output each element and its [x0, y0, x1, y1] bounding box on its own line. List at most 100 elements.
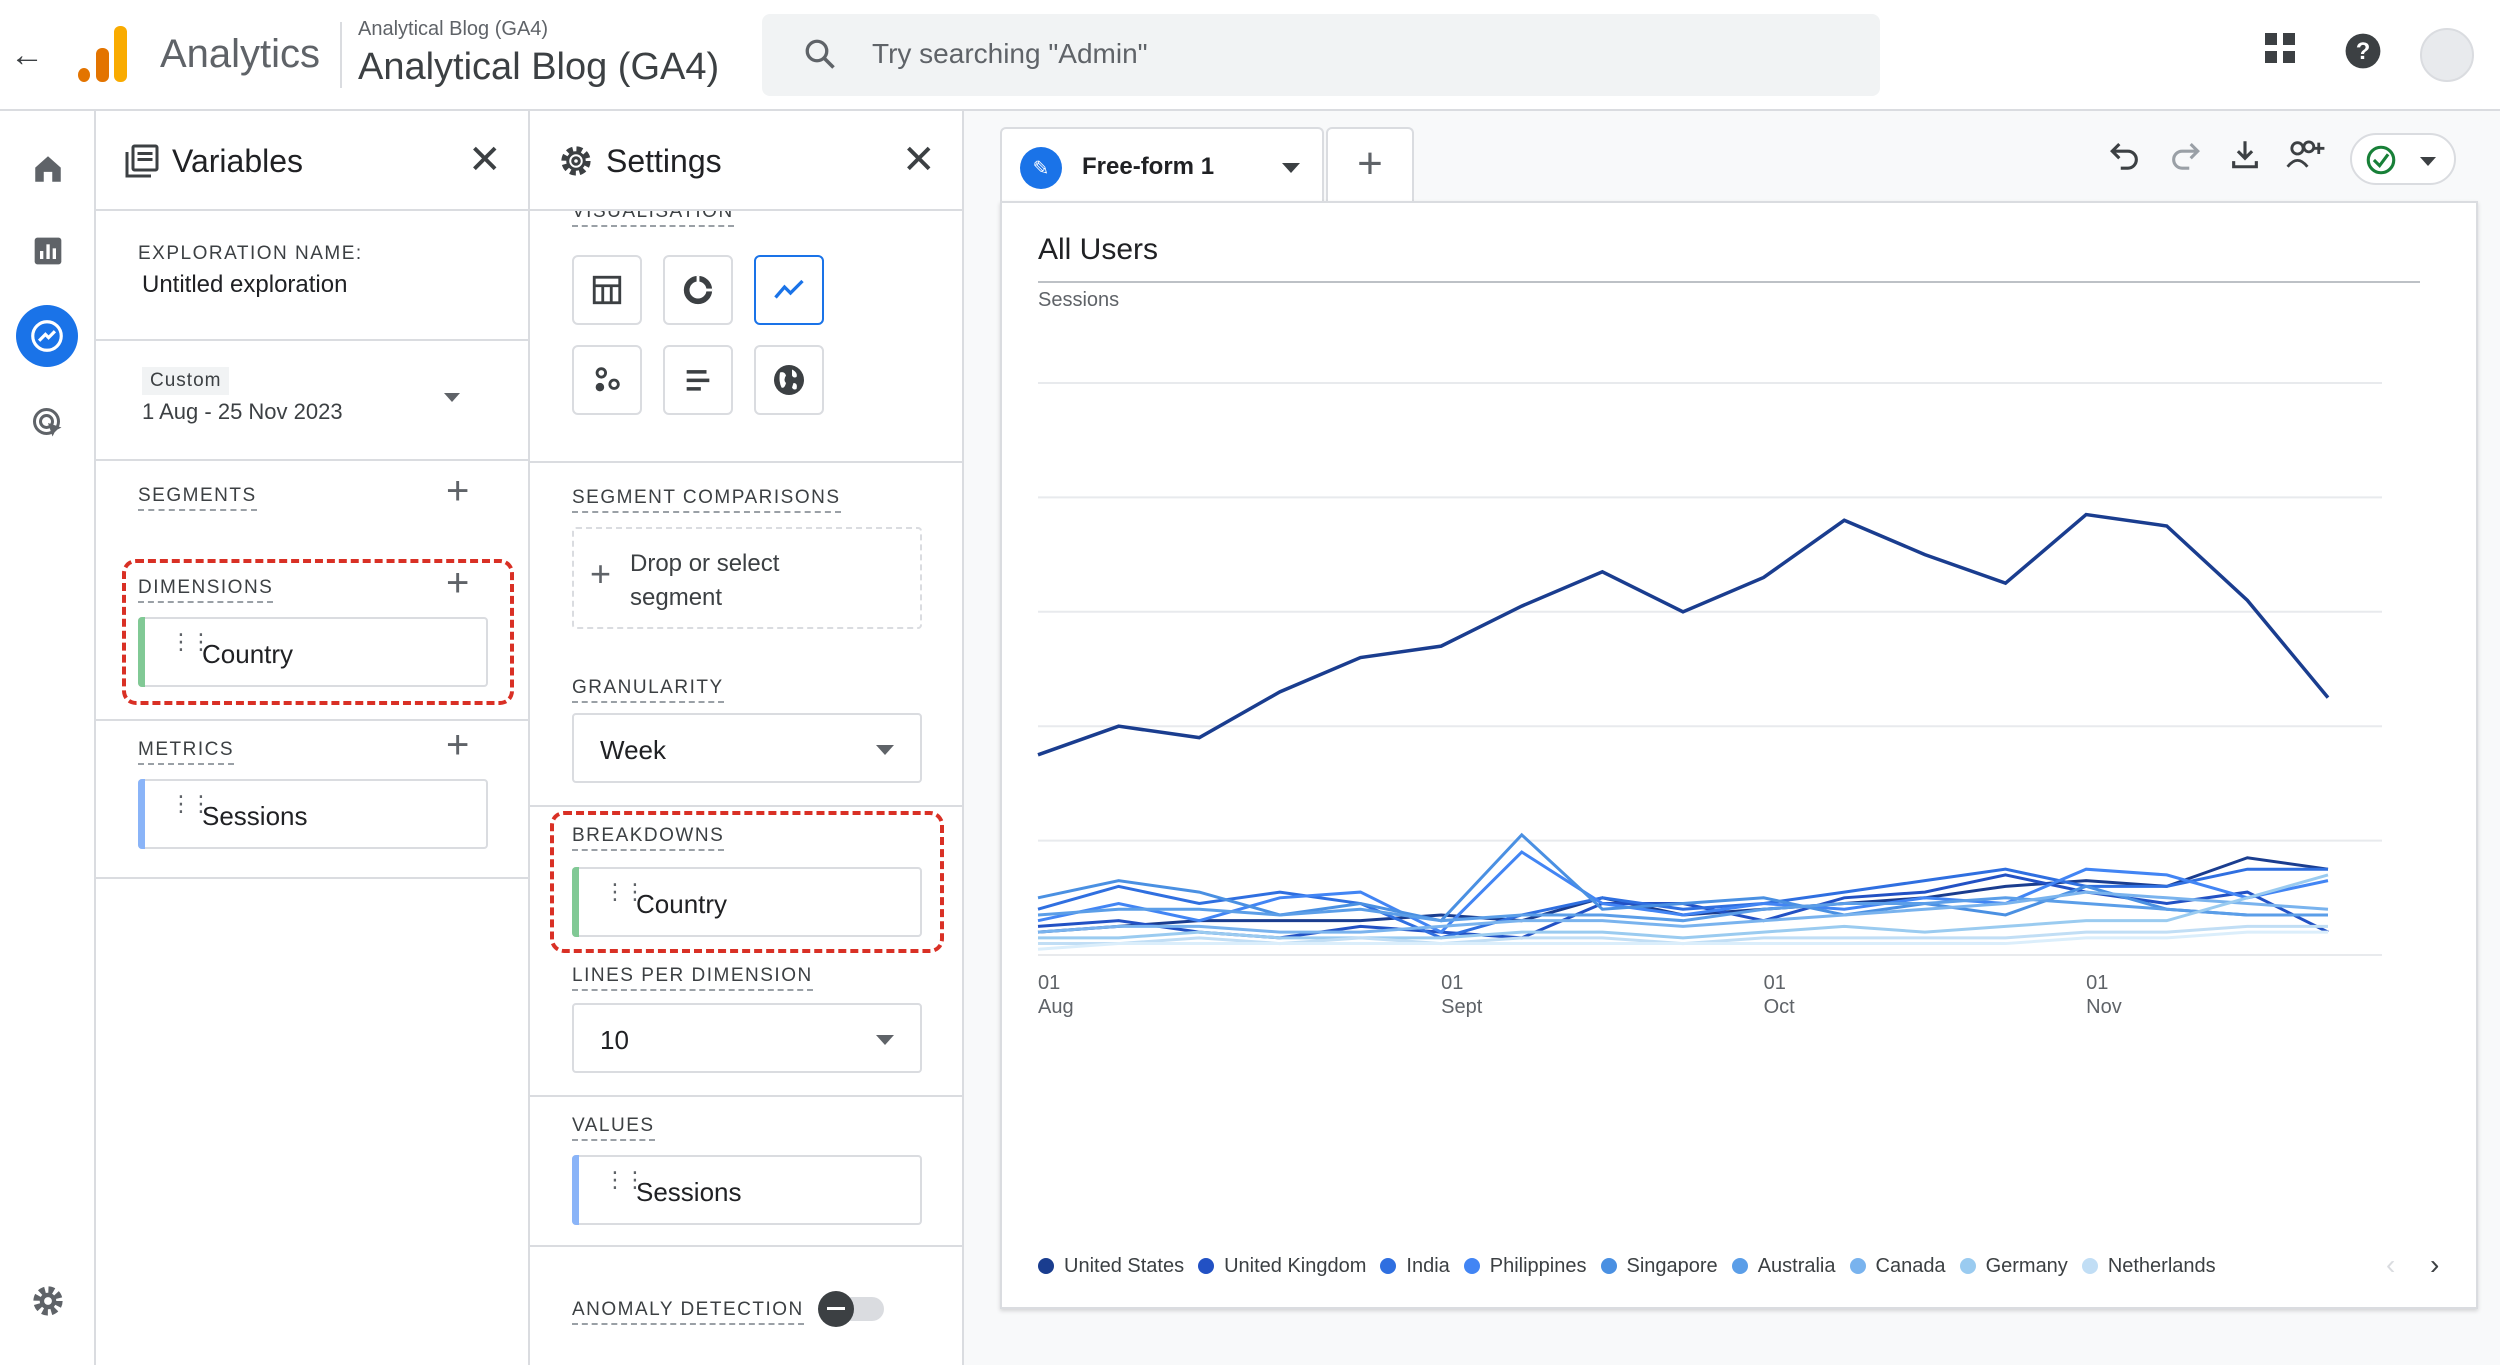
table-visualisation-button[interactable] — [572, 255, 642, 325]
line-visualisation-button[interactable] — [754, 255, 824, 325]
add-segment-icon[interactable]: + — [446, 469, 470, 513]
pencil-icon[interactable]: ✎ — [1020, 147, 1062, 189]
segment-drop-text-line1: Drop or select — [630, 550, 780, 577]
chart-title: All Users — [1038, 233, 1159, 266]
legend-swatch — [1198, 1258, 1215, 1274]
legend-item[interactable]: Canada — [1849, 1255, 1946, 1278]
add-segment-comparison-icon[interactable]: + — [590, 553, 612, 594]
date-dropdown-caret-icon[interactable] — [444, 393, 460, 402]
segment-drop-zone[interactable]: + Drop or select segment — [572, 527, 922, 629]
top-bar: ← Analytics Analytical Blog (GA4) Analyt… — [0, 0, 2500, 111]
series-line-philippines[interactable] — [1037, 850, 2329, 934]
legend-swatch — [1849, 1258, 1866, 1274]
add-tab-button[interactable]: + — [1326, 127, 1414, 201]
legend-swatch — [1380, 1258, 1397, 1274]
help-icon[interactable]: ? — [2344, 32, 2382, 75]
metric-chip-sessions[interactable]: ⋮⋮ Sessions — [138, 779, 488, 849]
divider — [530, 1245, 962, 1247]
settings-panel: Settings ✕ VISUALISATION SEGMENT COMPARI… — [530, 111, 964, 1365]
toggle-knob — [818, 1291, 854, 1327]
segments-label: SEGMENTS — [138, 485, 257, 511]
undo-icon[interactable] — [2108, 137, 2142, 179]
exploration-name-label: EXPLORATION NAME: — [138, 243, 363, 264]
anomaly-detection-toggle[interactable] — [818, 1291, 884, 1327]
add-metric-icon[interactable]: + — [446, 723, 470, 767]
brand-name: Analytics — [160, 32, 321, 76]
share-user-icon[interactable] — [2284, 137, 2328, 179]
series-line-australia[interactable] — [1037, 896, 2328, 923]
admin-gear-icon[interactable] — [22, 1275, 74, 1327]
download-icon[interactable] — [2228, 137, 2262, 179]
analytics-logo-icon — [78, 26, 128, 82]
advertising-icon[interactable] — [22, 397, 74, 449]
legend-item[interactable]: Australia — [1731, 1255, 1836, 1278]
divider — [96, 459, 528, 461]
scatter-visualisation-button[interactable] — [572, 345, 642, 415]
x-tick-label-day: 01 — [1764, 972, 1786, 994]
series-line-canada[interactable] — [1037, 890, 2329, 934]
settings-header: Settings ✕ — [530, 111, 962, 211]
search-input[interactable]: Try searching "Admin" — [872, 38, 1148, 69]
close-settings-icon[interactable]: ✕ — [902, 138, 936, 182]
exploration-canvas: ✎ Free-form 1 + All Users Sessions 01 Aug… — [964, 111, 2500, 1365]
metric-chip-label: Sessions — [202, 801, 308, 831]
donut-visualisation-button[interactable] — [663, 255, 733, 325]
account-avatar[interactable] — [2420, 28, 2474, 82]
apps-grid-icon[interactable] — [2262, 30, 2298, 71]
legend-next-icon[interactable]: › — [2430, 1249, 2440, 1280]
tab-free-form-1[interactable]: ✎ Free-form 1 — [1000, 127, 1324, 201]
legend-item[interactable]: India — [1380, 1255, 1450, 1278]
series-line-germany[interactable] — [1038, 873, 2329, 940]
add-dimension-icon[interactable]: + — [446, 561, 470, 605]
close-variables-icon[interactable]: ✕ — [468, 138, 502, 182]
legend-item[interactable]: Singapore — [1600, 1255, 1718, 1278]
lines-per-dimension-value: 10 — [600, 1025, 629, 1055]
lines-per-dimension-caret-icon — [876, 1035, 894, 1045]
exploration-name-input[interactable]: Untitled exploration — [142, 271, 348, 298]
segment-drop-text: Drop or select segment — [630, 547, 779, 615]
legend-swatch — [1600, 1258, 1617, 1274]
series-line-india[interactable] — [1037, 867, 2328, 940]
x-tick-label-day: 01 — [1441, 972, 1463, 994]
values-chip-sessions[interactable]: ⋮⋮ Sessions — [572, 1155, 922, 1225]
search-bar[interactable]: Try searching "Admin" — [762, 14, 1880, 96]
series-line-other-9[interactable] — [1037, 930, 2328, 951]
breakdown-chip-country[interactable]: ⋮⋮ Country — [572, 867, 922, 937]
explore-icon[interactable] — [16, 305, 78, 367]
total-series-line[interactable] — [1037, 512, 2330, 757]
lines-per-dimension-select[interactable]: 10 — [572, 1003, 922, 1073]
visualisation-label-clip: VISUALISATION — [530, 211, 962, 231]
divider — [530, 1095, 962, 1097]
property-selector[interactable]: Analytical Blog (GA4) — [358, 46, 720, 88]
legend-label: Canada — [1875, 1255, 1946, 1277]
geo-visualisation-button[interactable] — [754, 345, 824, 415]
redo-icon[interactable] — [2168, 137, 2202, 179]
x-tick-label-month: Sept — [1441, 996, 1483, 1018]
account-name[interactable]: Analytical Blog (GA4) — [358, 18, 549, 40]
legend-item[interactable]: Germany — [1959, 1255, 2068, 1278]
divider — [530, 805, 962, 807]
legend-label: United States — [1064, 1255, 1185, 1277]
home-icon[interactable] — [22, 143, 74, 195]
title-underline — [1038, 281, 2420, 283]
reports-icon[interactable] — [22, 225, 74, 277]
legend-item[interactable]: United Kingdom — [1198, 1255, 1366, 1278]
bar-visualisation-button[interactable] — [663, 345, 733, 415]
tab-caret-icon[interactable] — [1282, 163, 1300, 173]
line-chart-icon — [774, 279, 804, 299]
legend-item[interactable]: Netherlands — [2081, 1255, 2216, 1278]
breakdowns-highlight-box — [550, 811, 944, 953]
back-arrow-icon[interactable]: ← — [10, 36, 44, 74]
legend-prev-icon[interactable]: ‹ — [2386, 1249, 2396, 1280]
x-tick-label-day: 01 — [1038, 972, 1060, 994]
date-range-value[interactable]: 1 Aug - 25 Nov 2023 — [142, 399, 343, 424]
dimension-chip-country[interactable]: ⋮⋮ Country — [138, 617, 488, 687]
values-label: VALUES — [572, 1115, 655, 1141]
dimension-color-bar — [138, 617, 145, 687]
legend-item[interactable]: Philippines — [1463, 1255, 1587, 1278]
granularity-select[interactable]: Week — [572, 713, 922, 783]
values-color-bar — [572, 1155, 579, 1225]
legend-item[interactable]: United States — [1038, 1255, 1184, 1278]
status-indicator[interactable] — [2350, 133, 2456, 185]
